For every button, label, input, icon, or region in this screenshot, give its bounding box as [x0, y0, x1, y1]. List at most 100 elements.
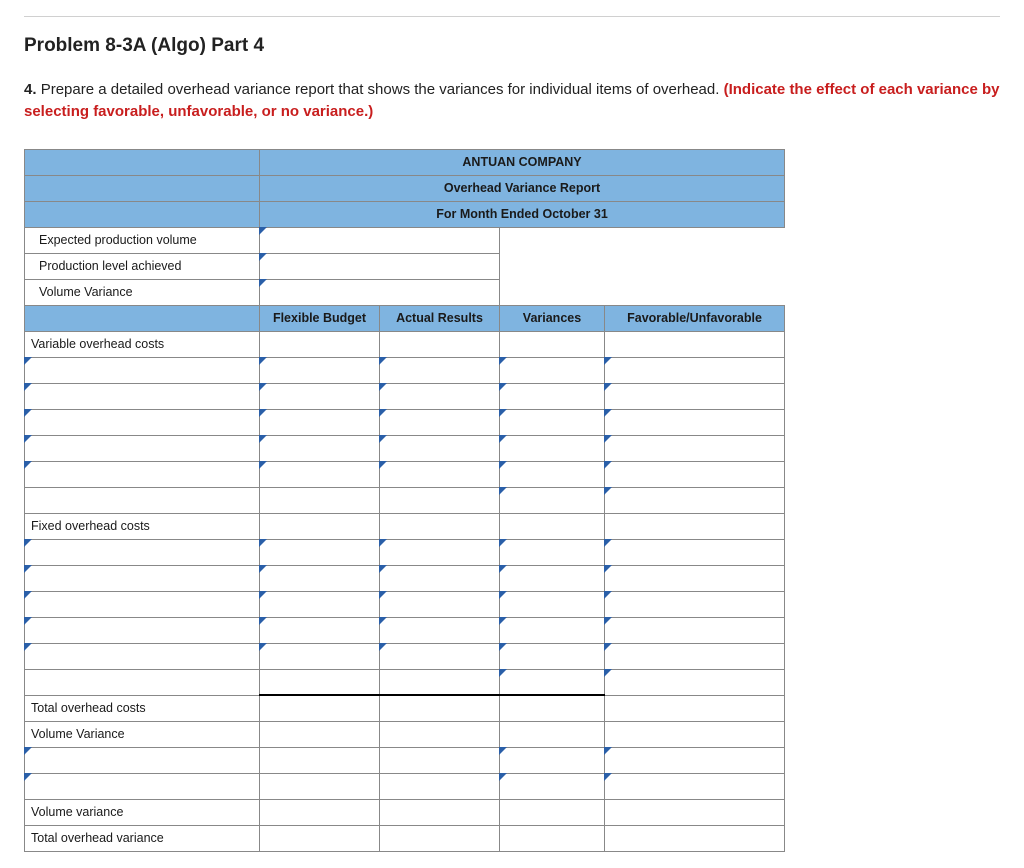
input-expected-production[interactable]: [260, 227, 500, 253]
col-header-variances: Variances: [500, 305, 605, 331]
cell[interactable]: [380, 721, 500, 747]
cell[interactable]: [380, 513, 500, 539]
cell[interactable]: [260, 773, 380, 799]
input-var-fb[interactable]: [260, 357, 380, 383]
subtotal-fix-var[interactable]: [500, 669, 605, 695]
input-var-item[interactable]: [25, 409, 260, 435]
label-total-overhead-variance: Total overhead variance: [25, 825, 260, 851]
input-fix-ar[interactable]: [380, 565, 500, 591]
cell[interactable]: [380, 331, 500, 357]
cell[interactable]: [500, 513, 605, 539]
cell[interactable]: [380, 799, 500, 825]
subtotal-fix-ar[interactable]: [380, 669, 500, 695]
input-fix-fb[interactable]: [260, 643, 380, 669]
cell[interactable]: [500, 825, 605, 851]
cell[interactable]: [380, 747, 500, 773]
input-var-var[interactable]: [500, 435, 605, 461]
input-var-fu[interactable]: [605, 383, 785, 409]
input-var-item[interactable]: [25, 357, 260, 383]
input-fix-fb[interactable]: [260, 591, 380, 617]
cell[interactable]: [500, 721, 605, 747]
input-var-var[interactable]: [500, 461, 605, 487]
input-fix-fb[interactable]: [260, 539, 380, 565]
cell[interactable]: [260, 799, 380, 825]
input-var-item[interactable]: [25, 461, 260, 487]
input-var-var[interactable]: [500, 409, 605, 435]
input-fix-ar[interactable]: [380, 617, 500, 643]
subtotal-var-fu[interactable]: [605, 487, 785, 513]
cell[interactable]: [605, 799, 785, 825]
cell[interactable]: [500, 331, 605, 357]
cell[interactable]: [605, 721, 785, 747]
input-var-fu[interactable]: [605, 435, 785, 461]
input-fix-item[interactable]: [25, 617, 260, 643]
input-fix-item[interactable]: [25, 539, 260, 565]
input-fix-ar[interactable]: [380, 539, 500, 565]
input-var-fb[interactable]: [260, 435, 380, 461]
table-header-blank: [25, 201, 260, 227]
input-var-item[interactable]: [25, 435, 260, 461]
input-var-var[interactable]: [500, 383, 605, 409]
subtotal-fix-fb[interactable]: [260, 669, 380, 695]
input-var-fu[interactable]: [605, 409, 785, 435]
input-var-ar[interactable]: [380, 409, 500, 435]
cell[interactable]: [260, 825, 380, 851]
input-var-ar[interactable]: [380, 357, 500, 383]
input-var-fb[interactable]: [260, 461, 380, 487]
input-var-ar[interactable]: [380, 461, 500, 487]
cell[interactable]: [380, 825, 500, 851]
input-fix-fu[interactable]: [605, 539, 785, 565]
input-fix-var[interactable]: [500, 591, 605, 617]
label-variable-overhead: Variable overhead costs: [25, 331, 260, 357]
input-fix-fu[interactable]: [605, 565, 785, 591]
input-volvar-fu[interactable]: [605, 773, 785, 799]
cell[interactable]: [605, 825, 785, 851]
subtotal-var-var[interactable]: [500, 487, 605, 513]
cell[interactable]: [605, 331, 785, 357]
cell[interactable]: [500, 799, 605, 825]
input-volvar-item[interactable]: [25, 747, 260, 773]
input-volvar-fu[interactable]: [605, 747, 785, 773]
input-var-fb[interactable]: [260, 409, 380, 435]
input-fix-fu[interactable]: [605, 617, 785, 643]
input-fix-item[interactable]: [25, 643, 260, 669]
input-var-ar[interactable]: [380, 435, 500, 461]
label-volume-variance-mid: Volume Variance: [25, 721, 260, 747]
input-fix-item[interactable]: [25, 591, 260, 617]
input-fix-var[interactable]: [500, 617, 605, 643]
input-fix-var[interactable]: [500, 539, 605, 565]
cell[interactable]: [260, 721, 380, 747]
subtotal-fix-fu[interactable]: [605, 669, 785, 695]
cell[interactable]: [260, 513, 380, 539]
input-fix-fb[interactable]: [260, 565, 380, 591]
cell[interactable]: [260, 747, 380, 773]
total-oh-fu[interactable]: [605, 695, 785, 721]
input-volvar-var[interactable]: [500, 773, 605, 799]
input-fix-ar[interactable]: [380, 591, 500, 617]
input-fix-var[interactable]: [500, 643, 605, 669]
cell[interactable]: [605, 513, 785, 539]
input-volvar-item[interactable]: [25, 773, 260, 799]
input-volvar-var[interactable]: [500, 747, 605, 773]
input-var-var[interactable]: [500, 357, 605, 383]
input-var-ar[interactable]: [380, 383, 500, 409]
input-var-item[interactable]: [25, 383, 260, 409]
cell[interactable]: [380, 773, 500, 799]
input-fix-ar[interactable]: [380, 643, 500, 669]
subtotal-var-ar[interactable]: [380, 487, 500, 513]
total-oh-fb[interactable]: [260, 695, 380, 721]
input-var-fu[interactable]: [605, 357, 785, 383]
input-fix-fu[interactable]: [605, 643, 785, 669]
input-production-achieved[interactable]: [260, 253, 500, 279]
input-fix-fb[interactable]: [260, 617, 380, 643]
cell[interactable]: [260, 331, 380, 357]
input-fix-item[interactable]: [25, 565, 260, 591]
input-volume-variance-top[interactable]: [260, 279, 500, 305]
total-oh-ar[interactable]: [380, 695, 500, 721]
input-var-fu[interactable]: [605, 461, 785, 487]
input-var-fb[interactable]: [260, 383, 380, 409]
input-fix-var[interactable]: [500, 565, 605, 591]
subtotal-var-fb[interactable]: [260, 487, 380, 513]
total-oh-var[interactable]: [500, 695, 605, 721]
input-fix-fu[interactable]: [605, 591, 785, 617]
